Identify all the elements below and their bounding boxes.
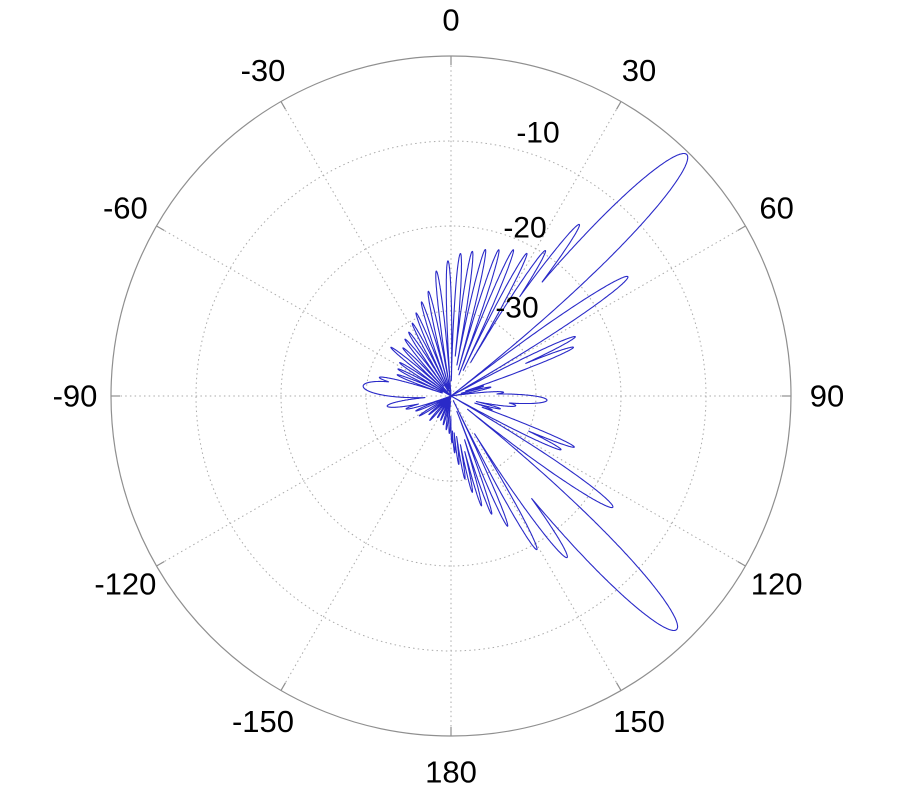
angle-tick [615,682,622,691]
angle-tick-label: 180 [425,755,477,790]
radial-tick-label: -10 [516,117,559,150]
angle-tick [156,225,165,232]
grid-spoke [280,395,452,691]
grid-spoke [450,395,746,567]
grid-spoke [156,225,452,397]
angle-tick-label: -120 [94,567,156,602]
angle-tick [280,682,287,691]
angle-tick-label: -90 [53,379,98,414]
angle-tick-label: 60 [759,191,793,226]
radial-tick-label: -30 [495,292,538,325]
radial-tick-label: -20 [503,212,546,245]
angle-tick [280,101,287,110]
angle-tick-label: -150 [232,704,294,739]
angle-tick [156,560,165,567]
axis-labels: 0 30 60 90 120 150 180 -150 -120 -90 -60 -30 -10 -20 -… [53,3,845,790]
pattern-curve-layer [362,152,689,632]
angle-tick-label: -60 [103,191,148,226]
angle-tick [615,101,622,110]
angle-tick-label: 90 [810,379,844,414]
angle-tick-label: 150 [613,704,665,739]
angle-tick-label: -30 [241,53,286,88]
radiation-pattern-curve [362,152,689,632]
grid-spoke [156,395,452,567]
angle-tick-label: 0 [442,3,459,38]
grid-spoke [450,395,622,691]
angle-tick [737,560,746,567]
angle-tick-label: 120 [751,567,803,602]
angle-tick-label: 30 [622,53,656,88]
angle-tick [737,225,746,232]
